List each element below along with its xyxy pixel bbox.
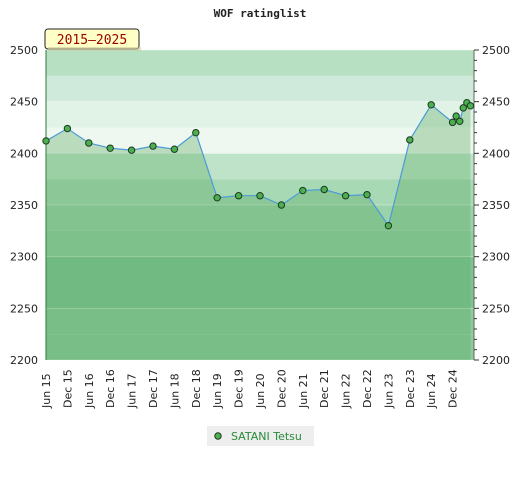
y-tick-label-right-2450: 2450: [482, 96, 510, 109]
band-2475: [46, 50, 474, 76]
x-tick-label-18: Jun 24: [425, 373, 438, 409]
x-tick-label-1: Dec 15: [61, 369, 74, 408]
data-point-6: [170, 145, 179, 153]
data-point-17: [406, 136, 414, 144]
data-point-9: [234, 192, 243, 200]
data-point-12: [299, 186, 307, 195]
y-tick-label-right-2250: 2250: [482, 302, 510, 315]
x-tick-label-0: Jun 15: [40, 373, 53, 409]
y-tick-label-left-2400: 2400: [10, 147, 38, 160]
x-tick-label-17: Dec 23: [404, 369, 417, 408]
x-tick-label-11: Dec 20: [275, 369, 288, 408]
chart-title: WOF ratinglist: [214, 7, 307, 20]
y-tick-label-right-2500: 2500: [482, 44, 510, 57]
data-point-22: [459, 104, 467, 112]
x-tick-label-8: Jun 19: [211, 373, 224, 409]
band-2200: [46, 334, 474, 360]
y-tick-label-left-2500: 2500: [10, 44, 38, 57]
band-2425: [46, 101, 474, 128]
y-tick-label-left-2450: 2450: [10, 96, 38, 109]
data-point-14: [341, 192, 350, 200]
data-point-21: [456, 117, 464, 126]
data-point-7: [192, 128, 200, 137]
x-tick-label-14: Jun 22: [340, 373, 353, 409]
data-point-19: [448, 118, 457, 127]
band-2225: [46, 308, 474, 335]
data-point-13: [320, 185, 328, 194]
legend-marker: [214, 432, 222, 440]
x-tick-label-15: Dec 22: [361, 369, 374, 408]
y-tick-label-right-2200: 2200: [482, 354, 510, 367]
x-tick-label-9: Dec 19: [233, 369, 246, 408]
band-2300: [46, 230, 474, 257]
band-2275: [46, 256, 474, 283]
data-point-16: [384, 221, 393, 230]
band-2450: [46, 75, 474, 102]
x-tick-label-3: Dec 16: [104, 369, 117, 408]
data-point-20: [452, 112, 460, 120]
legend-box: [207, 426, 314, 446]
y-tick-label-left-2200: 2200: [10, 354, 38, 367]
y-tick-label-left-2250: 2250: [10, 302, 38, 315]
data-point-10: [256, 192, 264, 200]
x-tick-label-10: Jun 20: [254, 373, 267, 409]
y-tick-label-right-2400: 2400: [482, 147, 510, 160]
x-tick-label-16: Jun 23: [382, 373, 395, 409]
x-tick-label-2: Jun 16: [83, 373, 96, 409]
data-point-18: [427, 101, 435, 109]
data-point-4: [127, 146, 136, 154]
data-point-3: [106, 144, 114, 152]
data-point-1: [63, 124, 72, 133]
data-point-15: [363, 190, 371, 199]
band-2250: [46, 282, 474, 309]
y-tick-label-right-2350: 2350: [482, 199, 510, 212]
legend-label: SATANI Tetsu: [231, 430, 302, 443]
data-point-0: [42, 137, 50, 145]
x-tick-label-12: Jun 21: [297, 373, 310, 409]
data-point-8: [213, 194, 221, 202]
y-tick-label-right-2300: 2300: [482, 251, 510, 264]
x-tick-label-6: Jun 18: [168, 373, 181, 409]
x-tick-label-19: Dec 24: [447, 369, 460, 408]
band-2325: [46, 205, 474, 231]
data-point-5: [149, 142, 157, 150]
data-point-11: [277, 201, 286, 209]
data-point-24: [466, 102, 475, 110]
period-badge-shadow: [48, 47, 141, 51]
y-tick-label-left-2300: 2300: [10, 251, 38, 264]
x-tick-label-5: Dec 17: [147, 369, 160, 408]
series-area: [46, 102, 471, 360]
x-tick-label-4: Jun 17: [126, 373, 139, 409]
y-tick-label-left-2350: 2350: [10, 199, 38, 212]
period-badge-text: 2015–2025: [57, 33, 127, 48]
x-tick-label-13: Dec 21: [318, 369, 331, 408]
data-point-2: [85, 139, 93, 147]
x-tick-label-7: Dec 18: [190, 369, 203, 408]
